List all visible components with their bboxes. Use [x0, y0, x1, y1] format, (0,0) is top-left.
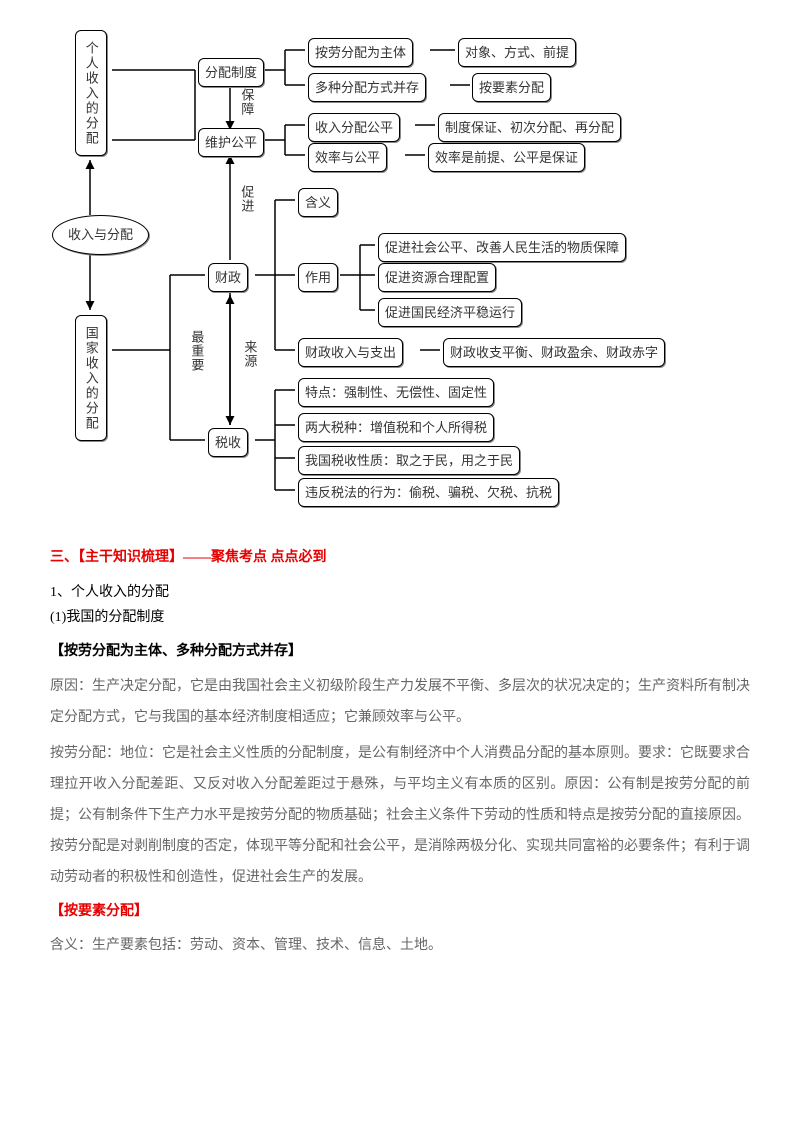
node-r9: 特点：强制性、无偿性、固定性	[298, 378, 494, 407]
node-dist-system: 分配制度	[198, 58, 264, 87]
concept-diagram: 收入与分配 个人收入的分配 国家收入的分配 分配制度 保障 维护公平 促进 财政…	[50, 20, 750, 520]
label-promote: 促进	[235, 185, 258, 213]
heading-1: 1、个人收入的分配	[50, 580, 750, 605]
node-r4b: 效率是前提、公平是保证	[428, 143, 585, 172]
node-r6: 促进资源合理配置	[378, 263, 496, 292]
heading-3: 【按劳分配为主体、多种分配方式并存】	[50, 639, 750, 664]
node-r8b: 财政收支平衡、财政盈余、财政赤字	[443, 338, 665, 367]
label-source: 来源	[238, 340, 261, 368]
node-finance: 财政	[208, 263, 248, 292]
node-r7: 促进国民经济平稳运行	[378, 298, 522, 327]
node-r4: 效率与公平	[308, 143, 387, 172]
section-title: 三、【主干知识梳理】——聚焦考点 点点必到	[50, 545, 750, 570]
node-r5: 促进社会公平、改善人民生活的物质保障	[378, 233, 626, 262]
node-r8: 财政收入与支出	[298, 338, 403, 367]
heading-4: 【按要素分配】	[50, 899, 750, 924]
node-r12: 违反税法的行为：偷税、骗税、欠税、抗税	[298, 478, 559, 507]
node-meaning: 含义	[298, 188, 338, 217]
node-effect: 作用	[298, 263, 338, 292]
node-r3: 收入分配公平	[308, 113, 400, 142]
label-most-important: 最重要	[185, 330, 208, 372]
node-r11: 我国税收性质：取之于民，用之于民	[298, 446, 520, 475]
node-root: 收入与分配	[52, 215, 149, 255]
heading-2: (1)我国的分配制度	[50, 605, 750, 630]
paragraph-elements: 含义：生产要素包括：劳动、资本、管理、技术、信息、土地。	[50, 931, 750, 962]
node-r10: 两大税种：增值税和个人所得税	[298, 413, 494, 442]
node-r2b: 按要素分配	[472, 73, 551, 102]
node-tax: 税收	[208, 428, 248, 457]
node-r2: 多种分配方式并存	[308, 73, 426, 102]
label-guarantee: 保障	[235, 88, 258, 116]
node-national-income: 国家收入的分配	[75, 315, 107, 441]
node-maintain-fair: 维护公平	[198, 128, 264, 157]
node-personal-income: 个人收入的分配	[75, 30, 107, 156]
node-r1: 按劳分配为主体	[308, 38, 413, 67]
paragraph-labor-dist: 按劳分配：地位：它是社会主义性质的分配制度，是公有制经济中个人消费品分配的基本原…	[50, 739, 750, 893]
node-r1b: 对象、方式、前提	[458, 38, 576, 67]
node-r3b: 制度保证、初次分配、再分配	[438, 113, 621, 142]
paragraph-reason: 原因：生产决定分配，它是由我国社会主义初级阶段生产力发展不平衡、多层次的状况决定…	[50, 672, 750, 734]
